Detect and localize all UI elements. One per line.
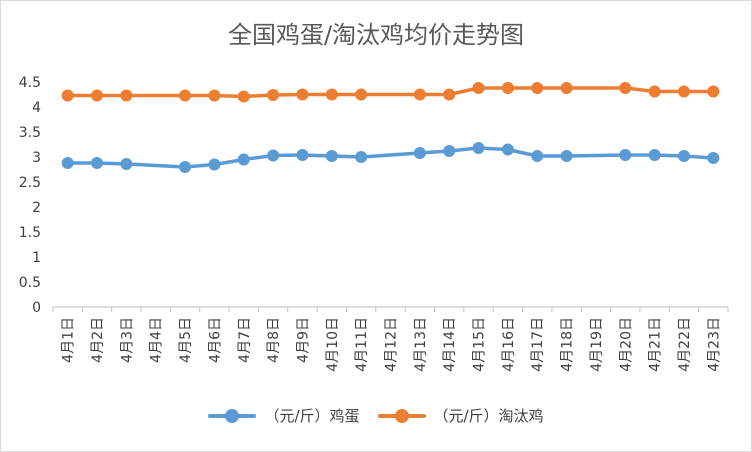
legend-label-egg: （元/斤）鸡蛋 — [264, 407, 360, 425]
x-tick-label: 4月15日 — [472, 317, 488, 372]
data-point-series-1 — [501, 82, 514, 94]
data-point-series-0 — [208, 158, 221, 171]
x-tick-label: 4月3日 — [119, 317, 135, 363]
y-tick-label: 4 — [32, 100, 41, 116]
data-point-series-1 — [472, 82, 485, 94]
data-point-series-1 — [237, 90, 250, 103]
x-tick-label: 4月1日 — [61, 317, 77, 363]
x-tick-label: 4月5日 — [178, 317, 194, 363]
data-point-series-0 — [237, 153, 250, 166]
legend-swatch-egg — [208, 408, 257, 423]
x-tick-label: 4月8日 — [266, 317, 282, 363]
data-point-series-0 — [619, 149, 632, 161]
legend: （元/斤）鸡蛋 （元/斤）淘汰鸡 — [1, 405, 751, 426]
data-point-series-1 — [325, 88, 338, 101]
legend-item-egg: （元/斤）鸡蛋 — [208, 405, 360, 426]
y-tick-label: 1 — [32, 250, 41, 266]
x-tick-label: 4月19日 — [589, 317, 605, 372]
data-point-series-0 — [707, 152, 720, 164]
x-tick-label: 4月9日 — [295, 317, 311, 363]
legend-item-culled-hen: （元/斤）淘汰鸡 — [377, 405, 544, 426]
x-tick-label: 4月17日 — [530, 317, 546, 372]
series-line-1 — [65, 86, 716, 99]
data-point-series-0 — [501, 143, 514, 156]
data-point-series-1 — [91, 89, 104, 102]
data-point-series-0 — [413, 147, 426, 159]
y-tick-label: 4.5 — [19, 75, 41, 91]
x-tick-label: 4月2日 — [90, 317, 106, 363]
data-point-series-1 — [619, 82, 632, 94]
data-point-series-1 — [531, 82, 544, 94]
x-tick-label: 4月22日 — [677, 317, 693, 372]
x-tick-label: 4月10日 — [325, 317, 341, 372]
data-point-series-1 — [208, 89, 221, 102]
x-tick-label: 4月7日 — [237, 317, 253, 363]
data-point-series-1 — [120, 89, 133, 102]
y-tick-label: 0.5 — [19, 275, 41, 291]
x-tick-label: 4月6日 — [207, 317, 223, 363]
data-point-series-1 — [413, 88, 426, 101]
data-point-series-1 — [267, 89, 280, 101]
x-tick-label: 4月18日 — [560, 317, 576, 372]
data-point-series-1 — [443, 88, 456, 101]
x-tick-label: 4月4日 — [149, 317, 165, 363]
data-point-series-0 — [648, 149, 661, 161]
y-tick-label: 2.5 — [19, 175, 41, 191]
data-point-series-1 — [61, 89, 74, 102]
data-point-series-0 — [560, 150, 573, 162]
y-tick-label: 3.5 — [19, 125, 41, 141]
data-point-series-0 — [91, 157, 104, 169]
data-point-series-0 — [61, 157, 74, 169]
data-point-series-1 — [677, 85, 690, 98]
y-tick-label: 1.5 — [19, 225, 41, 241]
data-point-series-0 — [472, 142, 485, 154]
y-tick-label: 3 — [32, 150, 41, 166]
data-point-series-0 — [296, 149, 309, 161]
y-tick-label: 0 — [32, 300, 41, 316]
data-point-series-1 — [560, 82, 573, 94]
x-tick-label: 4月21日 — [648, 317, 664, 372]
x-tick-label: 4月12日 — [384, 317, 400, 372]
x-tick-label: 4月20日 — [618, 317, 634, 372]
y-tick-label: 2 — [32, 200, 41, 216]
x-tick-label: 4月13日 — [413, 317, 429, 372]
legend-swatch-culled-hen — [377, 408, 426, 423]
x-tick-label: 4月11日 — [354, 317, 370, 372]
chart-title: 全国鸡蛋/淘汰鸡均价走势图 — [227, 21, 525, 49]
data-point-series-0 — [325, 150, 338, 162]
legend-label-culled-hen: （元/斤）淘汰鸡 — [433, 407, 544, 425]
data-point-series-1 — [648, 85, 661, 98]
data-point-series-1 — [296, 88, 309, 101]
data-point-series-0 — [677, 150, 690, 162]
data-point-series-0 — [355, 151, 368, 163]
data-point-series-1 — [707, 85, 720, 98]
data-point-series-0 — [531, 150, 544, 162]
x-tick-label: 4月16日 — [501, 317, 517, 372]
data-point-series-0 — [443, 145, 456, 157]
data-point-series-1 — [179, 89, 192, 102]
data-point-series-0 — [120, 158, 133, 170]
data-point-series-1 — [355, 88, 368, 101]
x-tick-label: 4月14日 — [442, 317, 458, 372]
x-tick-label: 4月23日 — [706, 317, 722, 372]
data-point-series-0 — [179, 161, 192, 173]
data-point-series-0 — [267, 149, 280, 162]
series-line-0 — [65, 146, 716, 169]
